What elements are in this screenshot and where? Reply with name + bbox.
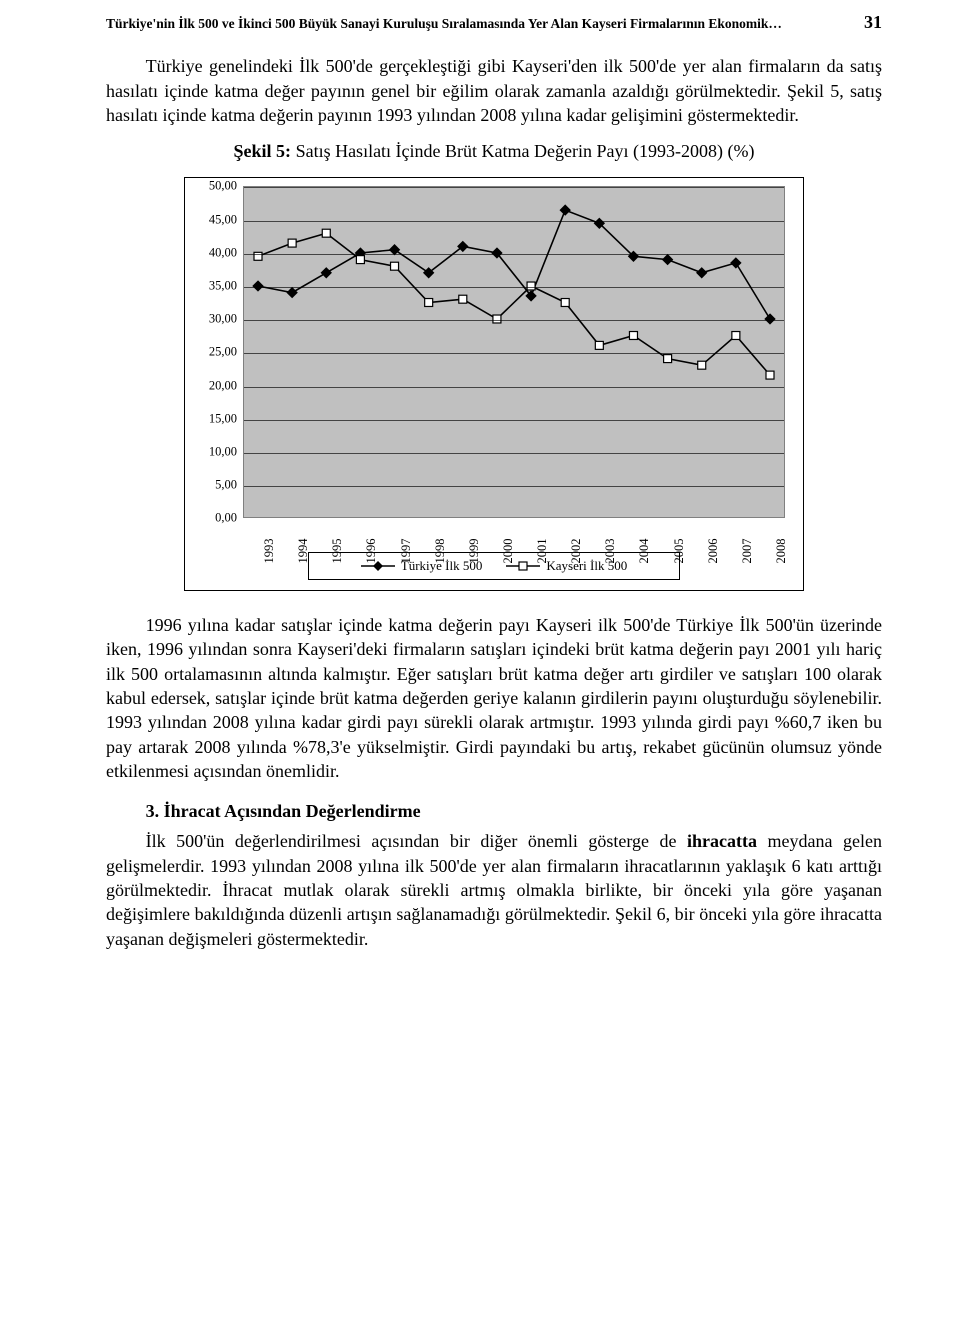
x-tick-label: 1994 [295, 538, 312, 563]
y-tick-label: 10,00 [191, 444, 237, 461]
x-tick-label: 2000 [500, 538, 517, 563]
subheading: 3. İhracat Açısından Değerlendirme [106, 799, 882, 823]
y-tick-label: 35,00 [191, 278, 237, 295]
gridline [244, 453, 784, 454]
paragraph-3: İlk 500'ün değerlendirilmesi açısından b… [106, 829, 882, 950]
gridline [244, 287, 784, 288]
x-tick-label: 1997 [398, 538, 415, 563]
x-tick-label: 1998 [432, 538, 449, 563]
x-tick-label: 2001 [534, 538, 551, 563]
x-tick-label: 2007 [739, 538, 756, 563]
x-tick-label: 2008 [773, 538, 790, 563]
y-tick-label: 5,00 [191, 477, 237, 494]
running-title: Türkiye'nin İlk 500 ve İkinci 500 Büyük … [106, 15, 848, 33]
y-tick-label: 0,00 [191, 510, 237, 527]
figure-title: Şekil 5: Satış Hasılatı İçinde Brüt Katm… [106, 139, 882, 163]
x-tick-label: 2002 [568, 538, 585, 563]
x-tick-label: 1993 [261, 538, 278, 563]
x-tick-label: 2004 [637, 538, 654, 563]
figure-caption: Satış Hasılatı İçinde Brüt Katma Değerin… [291, 141, 754, 161]
chart-canvas: 0,005,0010,0015,0020,0025,0030,0035,0040… [243, 186, 785, 546]
gridline [244, 353, 784, 354]
paragraph-1: Türkiye genelindeki İlk 500'de gerçekleş… [106, 54, 882, 127]
paragraph-3b: ihracatta [687, 831, 757, 851]
y-tick-label: 25,00 [191, 344, 237, 361]
x-tick-label: 1996 [363, 538, 380, 563]
x-tick-label: 2006 [705, 538, 722, 563]
x-tick-label: 2005 [671, 538, 688, 563]
y-tick-label: 30,00 [191, 311, 237, 328]
x-tick-label: 1999 [466, 538, 483, 563]
page-number: 31 [864, 10, 882, 34]
gridline [244, 420, 784, 421]
running-header: Türkiye'nin İlk 500 ve İkinci 500 Büyük … [106, 10, 882, 34]
chart-svg [244, 187, 784, 517]
y-tick-label: 20,00 [191, 377, 237, 394]
gridline [244, 221, 784, 222]
y-tick-label: 45,00 [191, 211, 237, 228]
plot-area [243, 186, 785, 518]
gridline [244, 187, 784, 188]
gridline [244, 387, 784, 388]
gridline [244, 486, 784, 487]
y-tick-label: 50,00 [191, 178, 237, 195]
chart-container: 0,00 5,00 10,00 15,00 20,00 25,00 30,00 35,00 40… [184, 177, 804, 591]
y-tick-label: 15,00 [191, 410, 237, 427]
gridline [244, 320, 784, 321]
gridline [244, 254, 784, 255]
figure-label: Şekil 5: [234, 141, 292, 161]
paragraph-2: 1996 yılına kadar satışlar içinde katma … [106, 613, 882, 783]
x-tick-label: 1995 [329, 538, 346, 563]
y-tick-label: 40,00 [191, 244, 237, 261]
x-tick-label: 2003 [602, 538, 619, 563]
paragraph-3a: İlk 500'ün değerlendirilmesi açısından b… [146, 831, 687, 851]
